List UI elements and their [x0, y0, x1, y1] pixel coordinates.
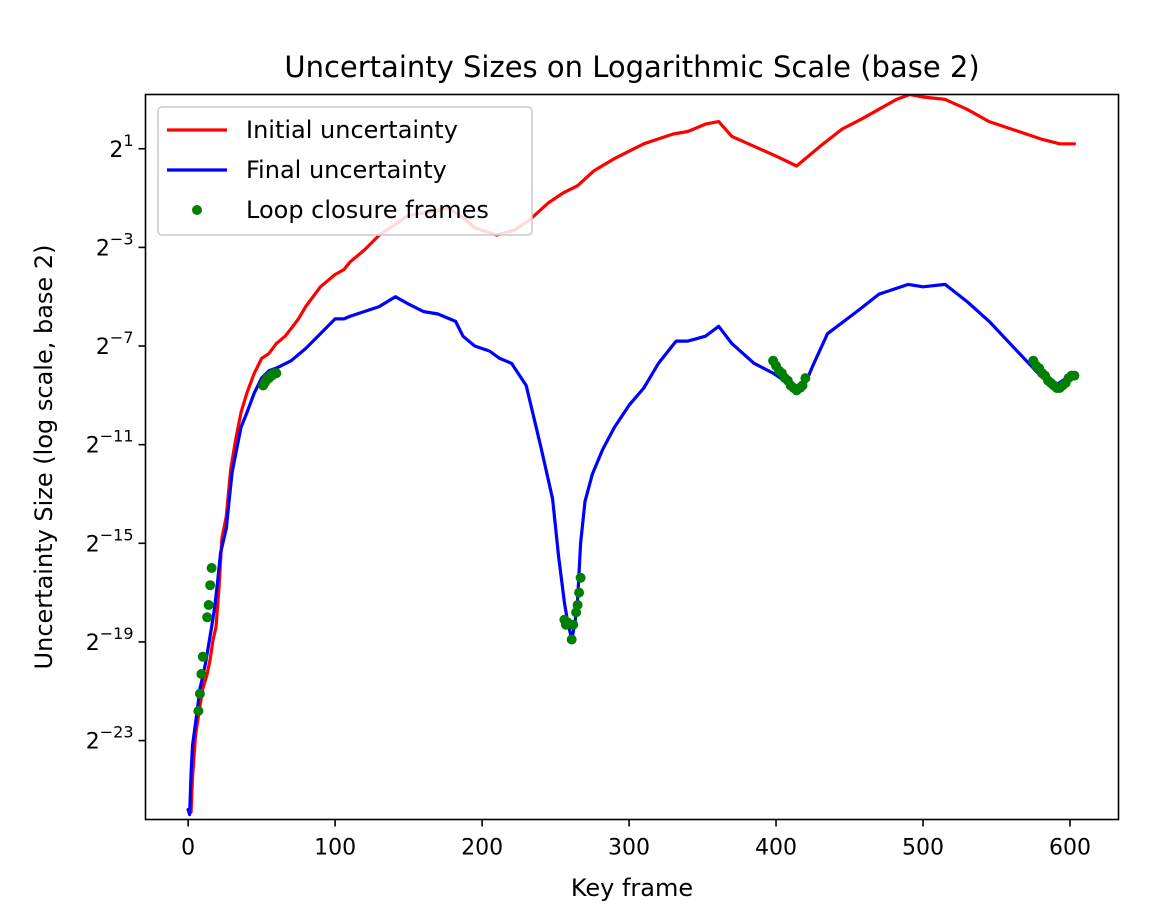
- x-tick-label: 500: [902, 836, 944, 861]
- y-axis-label: Uncertainty Size (log scale, base 2): [30, 245, 58, 670]
- scatter-point: [572, 600, 583, 610]
- x-tick-label: 400: [755, 836, 797, 861]
- y-axis: 21 2−3 2−7 2−11 2−15 2−19 2−23: [86, 131, 146, 755]
- scatter-point: [1069, 370, 1080, 381]
- scatter-point: [566, 634, 577, 645]
- y-tick-label: 2−7: [96, 328, 134, 360]
- legend-label-loop-closure-frames: Loop closure frames: [246, 196, 489, 224]
- x-tick-label: 100: [314, 836, 356, 861]
- legend-swatch-loop-closure-frames: [192, 205, 202, 215]
- scatter-point: [271, 368, 282, 379]
- x-axis: 0 100 200 300 400 500 600: [181, 819, 1091, 861]
- legend: Initial uncertainty Final uncertainty Loop…: [157, 106, 533, 236]
- x-tick-label: 300: [608, 836, 650, 861]
- y-tick-label: 2−15: [86, 525, 134, 557]
- scatter-point: [571, 607, 582, 618]
- scatter-point: [575, 572, 586, 583]
- y-tick-label: 21: [109, 131, 133, 163]
- scatter-point: [574, 587, 585, 598]
- scatter-point: [202, 612, 213, 623]
- legend-box: [157, 106, 533, 236]
- x-tick-label: 200: [461, 836, 503, 861]
- scatter-point: [800, 373, 811, 384]
- scatter-point: [203, 600, 214, 610]
- legend-label-initial-uncertainty: Initial uncertainty: [246, 116, 458, 144]
- plot-frame: [144, 93, 1120, 821]
- legend-label-final-uncertainty: Final uncertainty: [246, 156, 447, 184]
- x-tick-label: 0: [181, 836, 195, 861]
- scatter-point: [205, 580, 216, 591]
- scatter-point: [194, 688, 205, 699]
- scatter-point: [193, 706, 204, 716]
- y-tick-label: 2−11: [86, 427, 134, 459]
- x-tick-label: 600: [1049, 836, 1091, 861]
- scatter-point: [206, 563, 217, 573]
- chart-title: Uncertainty Sizes on Logarithmic Scale (…: [284, 50, 979, 84]
- series-scatter-loop-closure-frames: [193, 355, 1080, 716]
- y-tick-label: 2−23: [86, 723, 134, 755]
- x-axis-label: Key frame: [571, 874, 693, 902]
- y-tick-label: 2−19: [86, 624, 134, 656]
- series-layer: [186, 94, 1080, 817]
- scatter-point: [568, 619, 579, 630]
- y-tick-label: 2−3: [96, 229, 134, 261]
- scatter-point: [197, 651, 208, 662]
- scatter-point: [196, 669, 207, 679]
